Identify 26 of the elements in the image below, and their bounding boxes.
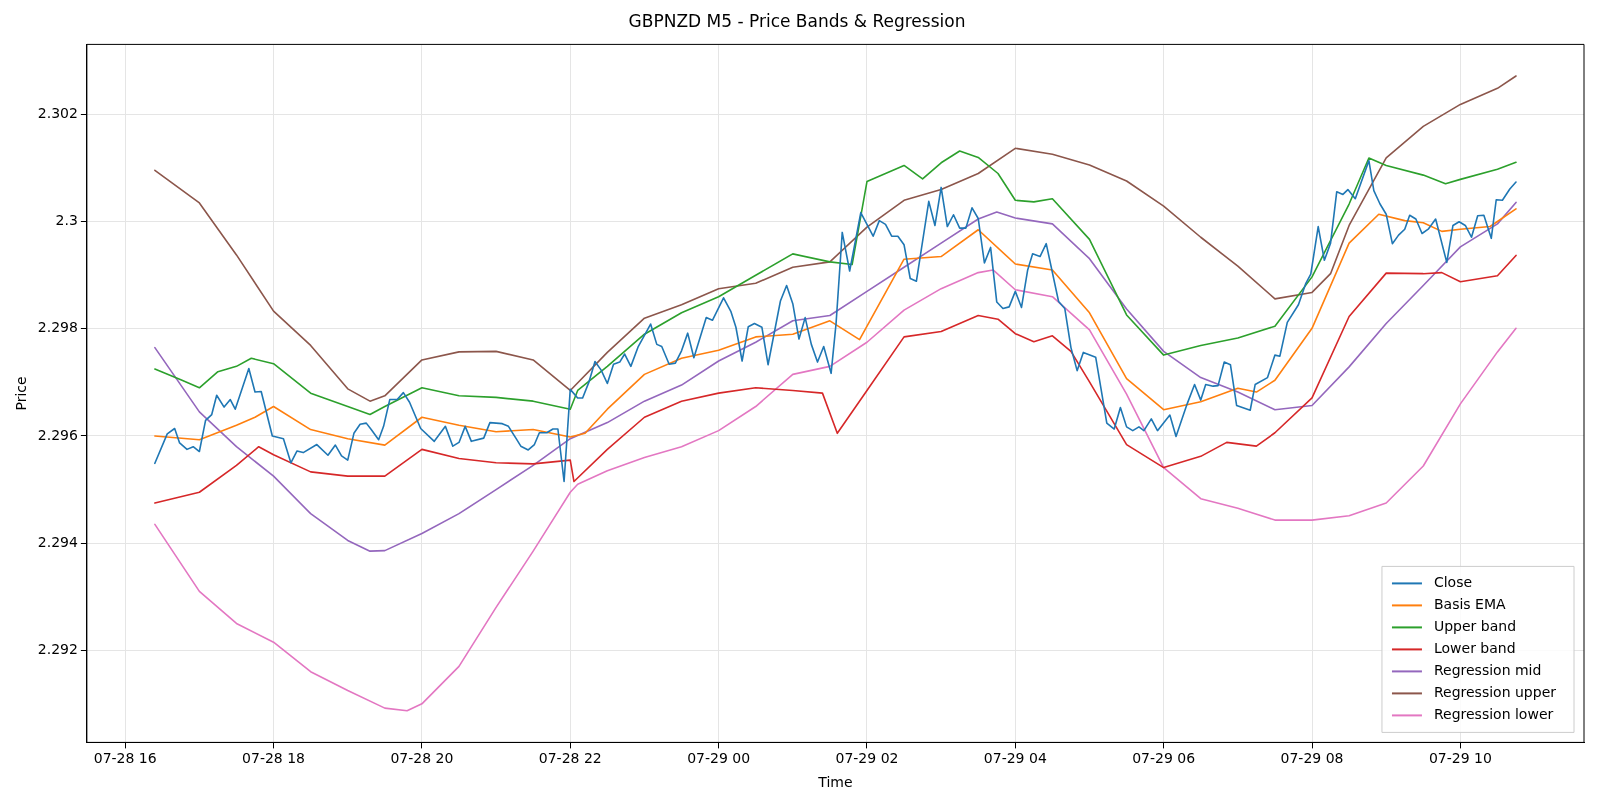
x-tick-label: 07-29 08	[1280, 750, 1344, 767]
x-tick-label: 07-29 10	[1428, 750, 1492, 767]
x-tick-label: 07-28 20	[390, 750, 454, 767]
x-axis-title: Time	[817, 774, 853, 791]
y-tick-label: 2.302	[37, 105, 78, 122]
y-tick-label: 2.3	[55, 212, 78, 229]
y-tick-label: 2.298	[37, 319, 78, 336]
legend-label: Lower band	[1433, 640, 1516, 657]
y-tick-label: 2.296	[37, 426, 78, 443]
y-tick-label: 2.292	[37, 640, 78, 657]
x-tick-label: 07-29 06	[1132, 750, 1196, 767]
y-tick-label: 2.294	[37, 533, 78, 550]
legend-label: Basis EMA	[1433, 596, 1506, 613]
legend-label: Regression upper	[1433, 684, 1557, 701]
legend-label: Regression mid	[1433, 662, 1542, 679]
x-tick-label: 07-28 22	[538, 750, 602, 767]
legend-label: Close	[1433, 574, 1473, 591]
legend-label: Regression lower	[1433, 706, 1554, 723]
chart-title: GBPNZD M5 - Price Bands & Regression	[628, 10, 966, 31]
legend-label: Upper band	[1433, 618, 1517, 635]
x-tick-label: 07-29 04	[983, 750, 1047, 767]
x-tick-label: 07-29 02	[835, 750, 899, 767]
x-tick-label: 07-29 00	[687, 750, 751, 767]
x-tick-label: 07-28 16	[93, 750, 157, 767]
x-tick-label: 07-28 18	[242, 750, 306, 767]
y-axis-title: Price	[13, 376, 30, 411]
